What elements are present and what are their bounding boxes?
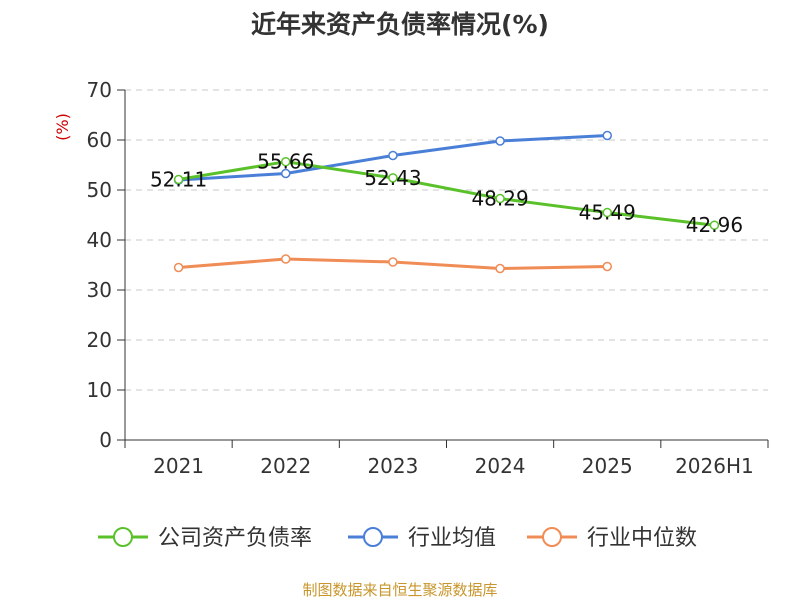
data-label: 42.96 <box>686 213 743 237</box>
data-label: 55.66 <box>257 150 314 174</box>
y-tick-label: 30 <box>87 278 112 302</box>
data-label: 45.49 <box>579 201 636 225</box>
data-label: 52.11 <box>150 167 207 191</box>
legend-marker <box>363 527 383 547</box>
y-tick-label: 40 <box>87 228 112 252</box>
x-tick-label: 2024 <box>475 454 526 478</box>
grid-lines <box>125 89 768 391</box>
data-point <box>709 220 720 230</box>
x-tick-label: 2022 <box>260 454 311 478</box>
legend-marker <box>542 527 562 547</box>
legend: 公司资产负债率 行业均值 行业中位数 <box>98 526 697 551</box>
legend-label: 行业均值 <box>408 526 496 551</box>
legend-item-0[interactable]: 公司资产负债率 <box>98 526 312 551</box>
data-point <box>495 263 505 274</box>
data-point <box>495 193 505 204</box>
legend-label: 行业中位数 <box>587 526 697 551</box>
data-point <box>602 261 612 272</box>
data-point <box>495 136 505 146</box>
data-point <box>388 173 398 183</box>
axes: 0 10 20 30 40 50 60 70 2021 2022 2023 2024 2025 2026H… <box>87 78 769 478</box>
legend-marker <box>113 527 133 547</box>
series-2 <box>173 254 612 274</box>
y-tick-label: 10 <box>87 378 112 402</box>
x-tick-label: 2025 <box>582 454 633 478</box>
series-line <box>177 160 716 227</box>
data-point <box>388 150 398 161</box>
x-tick-label: 2021 <box>153 454 204 478</box>
legend-label: 公司资产负债率 <box>158 526 312 551</box>
data-label: 52.43 <box>364 166 421 190</box>
y-tick-label: 50 <box>87 178 112 202</box>
legend-item-1[interactable]: 行业均值 <box>348 526 496 551</box>
y-tick-label: 60 <box>87 128 112 152</box>
data-point <box>281 168 291 179</box>
data-point <box>281 156 291 167</box>
y-tick-label: 70 <box>87 78 112 102</box>
series-layer <box>173 130 720 274</box>
data-label: 48.29 <box>471 187 528 211</box>
chart-title: 近年来资产负债率情况(%) <box>251 10 549 39</box>
data-point <box>602 207 612 218</box>
source-note: 制图数据来自恒生聚源数据库 <box>302 581 497 599</box>
data-labels: 52.11 55.66 52.43 48.29 45.49 42.96 <box>150 150 743 238</box>
data-point <box>173 174 184 185</box>
x-tick-label: 2023 <box>367 454 418 478</box>
data-point <box>388 257 398 267</box>
y-tick-label: 0 <box>99 428 112 452</box>
y-tick-label: 20 <box>87 328 112 352</box>
series-0 <box>173 156 720 230</box>
data-point <box>173 262 184 273</box>
legend-item-2[interactable]: 行业中位数 <box>527 526 697 551</box>
x-tick-label: 2026H1 <box>675 454 754 478</box>
data-point <box>602 130 612 141</box>
y-axis-label: (%) <box>53 113 72 141</box>
data-point <box>281 254 291 264</box>
